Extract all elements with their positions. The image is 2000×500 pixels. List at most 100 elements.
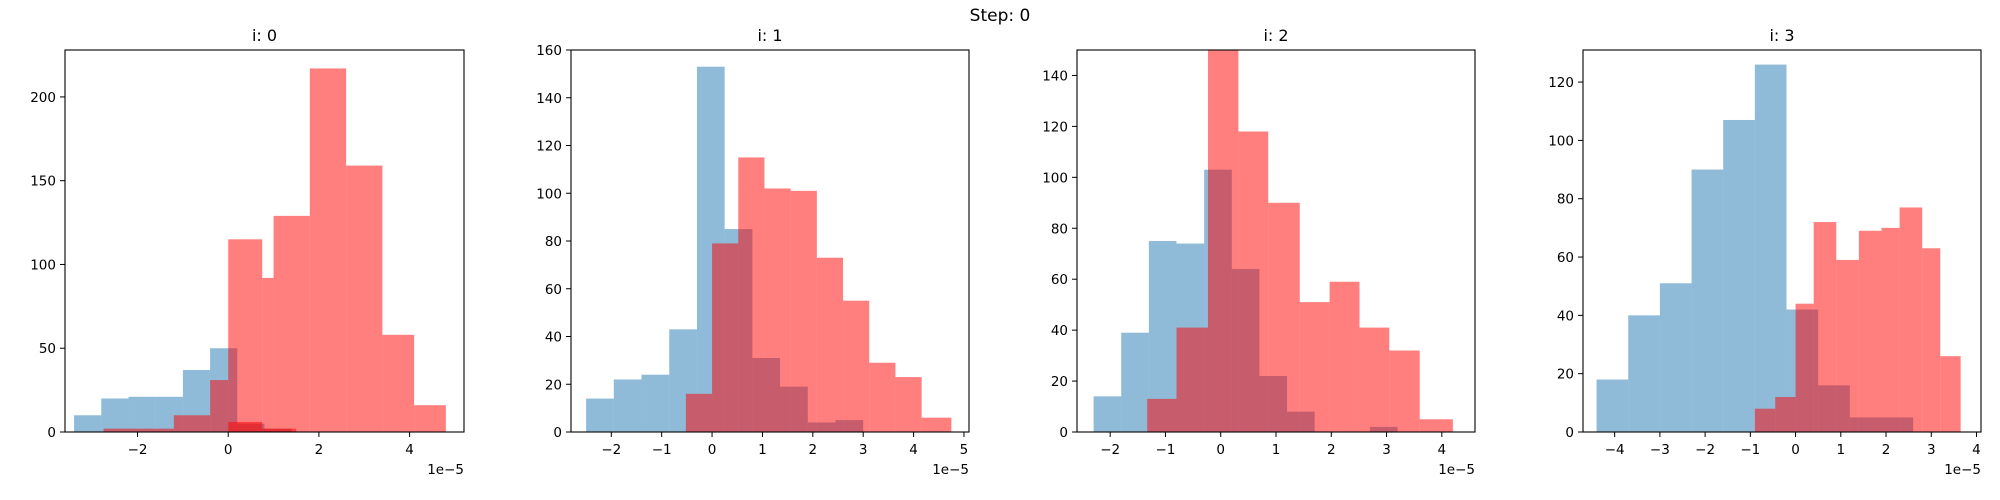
x-tick-label: 4 bbox=[909, 442, 918, 458]
histogram-bar-red bbox=[895, 377, 922, 432]
histogram-bar-red bbox=[1836, 259, 1859, 432]
x-tick-label: 3 bbox=[1382, 442, 1391, 458]
x-tick-label: 1 bbox=[1836, 442, 1845, 458]
histogram-bar-red bbox=[1858, 230, 1882, 432]
subplot-1: −2 −1 0 1 2 3 4 5 0 20 40 60 80 100 120 140 160 i: 1 1e−5 bbox=[536, 26, 970, 478]
x-tick-label: −1 bbox=[652, 442, 672, 458]
histogram-bar-red bbox=[1922, 248, 1941, 432]
y-tick-label: 150 bbox=[30, 174, 56, 190]
x-tick-label: 0 bbox=[224, 442, 233, 458]
histogram-bar-red bbox=[1208, 50, 1239, 432]
histogram-bar-blue bbox=[1723, 119, 1755, 432]
histogram-bar-red bbox=[738, 157, 765, 432]
y-tick-label: 0 bbox=[553, 425, 562, 441]
histogram-bar-red bbox=[1359, 327, 1390, 432]
subplot-title: i: 3 bbox=[1769, 26, 1794, 45]
histogram-bar-red bbox=[137, 428, 174, 432]
histogram-bar-blue bbox=[101, 398, 129, 432]
histogram-bar-blue bbox=[586, 398, 614, 432]
histogram-bar-red bbox=[228, 239, 263, 432]
subplot-title: i: 0 bbox=[252, 26, 277, 45]
x-tick-label: 2 bbox=[1327, 442, 1336, 458]
axes-frame bbox=[64, 49, 465, 433]
x-tick-label: −2 bbox=[1100, 442, 1120, 458]
y-tick-label: 40 bbox=[1051, 323, 1068, 339]
x-tick-label: 5 bbox=[960, 442, 969, 458]
x-offset-label: 1e−5 bbox=[1944, 462, 1981, 478]
y-tick-label: 140 bbox=[1042, 68, 1068, 84]
y-tick-label: 120 bbox=[536, 139, 562, 155]
histogram-bar-red bbox=[1940, 356, 1961, 432]
subplot-0: −2 0 2 4 0 50 100 150 200 i: 0 1e−5 bbox=[30, 26, 465, 478]
subplot-title: i: 1 bbox=[757, 26, 782, 45]
y-tick-label: 100 bbox=[1548, 133, 1574, 149]
axes-frame bbox=[1582, 49, 1982, 433]
histogram-bar-red bbox=[1238, 131, 1269, 433]
x-tick-label: 3 bbox=[1927, 442, 1936, 458]
x-tick-label: −1 bbox=[1155, 442, 1175, 458]
x-tick-label: 0 bbox=[708, 442, 717, 458]
histogram-bar-red bbox=[173, 415, 211, 432]
histogram-bar-red bbox=[869, 362, 896, 432]
histogram-bar-red bbox=[1754, 408, 1776, 432]
x-tick-label: 4 bbox=[405, 442, 414, 458]
histogram-bar-red bbox=[262, 277, 274, 432]
histogram-bar-red bbox=[764, 188, 791, 432]
histogram-bar-red bbox=[790, 190, 817, 432]
histogram-bar-red bbox=[1813, 222, 1837, 432]
x-tick-label: −2 bbox=[1695, 442, 1715, 458]
histogram-bar-blue bbox=[613, 379, 642, 432]
histogram-bar-red bbox=[1881, 227, 1900, 432]
x-tick-label: 2 bbox=[809, 442, 818, 458]
figure-title: Step: 0 bbox=[969, 6, 1031, 26]
histogram-bar-blue bbox=[641, 374, 670, 432]
subplot-title: i: 2 bbox=[1263, 26, 1288, 45]
histogram-bar-red bbox=[1795, 303, 1814, 432]
y-tick-label: 60 bbox=[545, 282, 562, 298]
y-tick-label: 100 bbox=[536, 186, 562, 202]
histogram-bar-red bbox=[1268, 202, 1300, 432]
histogram-bar-red bbox=[921, 417, 952, 432]
y-tick-label: 80 bbox=[545, 234, 562, 250]
x-tick-label: −4 bbox=[1605, 442, 1625, 458]
histogram-bar-blue bbox=[1754, 64, 1787, 432]
y-tick-label: 140 bbox=[536, 91, 562, 107]
y-tick-label: 20 bbox=[1051, 374, 1068, 390]
histogram-bar-red bbox=[103, 428, 138, 432]
y-tick-label: 80 bbox=[1051, 221, 1068, 237]
y-tick-label: 60 bbox=[1051, 272, 1068, 288]
y-tick-label: 120 bbox=[1042, 119, 1068, 135]
x-tick-label: 1 bbox=[758, 442, 767, 458]
y-tick-label: 40 bbox=[1557, 308, 1574, 324]
histogram-bar-red bbox=[382, 334, 415, 432]
histogram-bar-red bbox=[1147, 398, 1177, 432]
histogram-bar-red bbox=[1299, 302, 1330, 432]
x-tick-label: −2 bbox=[128, 442, 148, 458]
y-tick-label: 200 bbox=[30, 90, 56, 106]
histogram-bar-red bbox=[1419, 419, 1453, 432]
x-offset-label: 1e−5 bbox=[932, 462, 969, 478]
histogram-bar-blue bbox=[1659, 283, 1692, 432]
x-offset-label: 1e−5 bbox=[427, 462, 464, 478]
y-tick-label: 120 bbox=[1548, 75, 1574, 91]
x-tick-label: 0 bbox=[1216, 442, 1225, 458]
histogram-bar-red bbox=[685, 393, 713, 432]
x-tick-label: 1 bbox=[1272, 442, 1281, 458]
y-tick-label: 100 bbox=[30, 257, 56, 273]
histogram-bar-blue bbox=[1596, 379, 1629, 432]
histogram-bar-red bbox=[210, 380, 229, 432]
y-tick-label: 20 bbox=[545, 377, 562, 393]
histogram-bar-blue bbox=[1093, 396, 1122, 432]
histogram-bar-red bbox=[346, 165, 383, 433]
histogram-bar-red bbox=[712, 243, 739, 432]
histogram-bar-red bbox=[816, 257, 844, 432]
x-tick-label: −3 bbox=[1650, 442, 1670, 458]
y-tick-label: 20 bbox=[1557, 367, 1574, 383]
x-tick-label: 4 bbox=[1438, 442, 1447, 458]
x-tick-label: 3 bbox=[859, 442, 868, 458]
x-tick-label: 2 bbox=[315, 442, 324, 458]
x-tick-label: −1 bbox=[1740, 442, 1760, 458]
y-tick-label: 160 bbox=[536, 43, 562, 59]
